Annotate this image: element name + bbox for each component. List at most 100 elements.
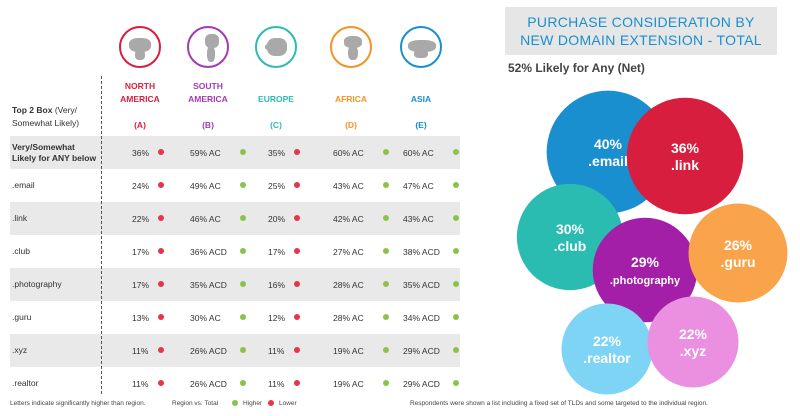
- table-row: Very/Somewhat Likely for ANY below 36% 59%…: [10, 136, 460, 169]
- table-row: .guru 13% 30% AC 12% 28% AC 34% ACD: [10, 301, 460, 334]
- table-cell-value: 36% ACD: [190, 246, 227, 257]
- region-header-letter: (B): [202, 120, 214, 130]
- higher-indicator-dot: [383, 248, 389, 254]
- row-label: .link: [12, 213, 28, 223]
- higher-indicator-dot: [240, 314, 246, 320]
- chart-title-line-2: NEW DOMAIN EXTENSION - TOTAL: [520, 32, 762, 48]
- higher-indicator-dot: [383, 182, 389, 188]
- table-row: .realtor 11% 26% ACD 11% 19% AC 29% ACD: [10, 367, 460, 400]
- table-cell-value: 36%: [132, 147, 150, 158]
- africa-map-icon: [330, 26, 372, 68]
- row-label: .club: [12, 246, 30, 256]
- table-cell-value: 60% AC: [403, 147, 434, 158]
- table-cell-value: 11%: [268, 345, 285, 356]
- table-row: .club 17% 36% ACD 17% 27% AC 38% ACD: [10, 235, 460, 268]
- chart-title: PURCHASE CONSIDERATION BY NEW DOMAIN EXT…: [505, 7, 777, 55]
- table-cell-value: 27% AC: [333, 246, 364, 257]
- bubble-circle: [647, 296, 739, 388]
- region-header-letter: (A): [134, 120, 146, 130]
- row-label: .guru: [12, 312, 32, 322]
- lower-indicator-dot: [158, 215, 164, 221]
- bubble-circle: [688, 203, 788, 303]
- europe-map-icon: [255, 26, 297, 68]
- table-row: .photography 17% 35% ACD 16% 28% AC 35% ACD: [10, 268, 460, 301]
- region-header-letter: (E): [415, 120, 427, 130]
- table-cell-value: 29% ACD: [403, 378, 440, 389]
- region-header-name: ASIA: [410, 94, 432, 104]
- higher-indicator-dot: [453, 281, 459, 287]
- bubble-value-label: 26%: [724, 237, 753, 253]
- bubble-value-label: 29%: [631, 254, 660, 270]
- bubble-value-label: 40%: [594, 136, 623, 152]
- table-cell-value: 17%: [268, 246, 286, 257]
- table-cell-value: 17%: [132, 279, 150, 290]
- region-header-name: NORTH AMERICA: [120, 81, 160, 104]
- higher-indicator-dot: [383, 215, 389, 221]
- region-header-name: AFRICA: [334, 94, 368, 104]
- table-cell-value: 42% AC: [333, 213, 364, 224]
- lower-indicator-dot: [158, 248, 164, 254]
- bubble-value-label: 36%: [671, 140, 700, 156]
- footnote-respondents: Respondents were shown a list including …: [410, 400, 708, 407]
- bubble-category-label: .xyz: [680, 343, 706, 359]
- row-label: .xyz: [12, 345, 28, 355]
- higher-indicator-dot: [240, 149, 246, 155]
- lower-indicator-dot: [294, 281, 300, 287]
- higher-indicator-dot: [383, 149, 389, 155]
- footnote-letters: Letters indicate significantly higher th…: [10, 400, 146, 407]
- bubble-circle: [592, 217, 698, 323]
- table-cell-value: 46% AC: [190, 213, 221, 224]
- higher-indicator-dot: [453, 182, 459, 188]
- table-cell-value: 11%: [268, 378, 285, 389]
- table-cell-value: 34% ACD: [403, 312, 440, 323]
- higher-indicator-dot: [453, 248, 459, 254]
- higher-indicator-dot: [453, 347, 459, 353]
- footnote-region: Region vs. Total: [172, 400, 219, 407]
- lower-indicator-dot: [158, 281, 164, 287]
- bubble-value-label: 30%: [556, 221, 585, 237]
- table-cell-value: 35% ACD: [190, 279, 227, 290]
- higher-indicator-dot: [383, 314, 389, 320]
- table-cell-value: 11%: [132, 345, 149, 356]
- table-cell-value: 26% ACD: [190, 345, 227, 356]
- bubble-link: 36%.link: [626, 97, 744, 215]
- higher-indicator-dot: [453, 215, 459, 221]
- table-cell-value: 13%: [132, 312, 150, 323]
- lower-indicator-dot: [294, 215, 300, 221]
- table-cell-value: 11%: [132, 378, 149, 389]
- table-cell-value: 25%: [268, 180, 286, 191]
- bubble-circle: [561, 303, 653, 395]
- table-cell-value: 49% AC: [190, 180, 221, 191]
- table-cell-value: 12%: [268, 312, 286, 323]
- north-america-map-icon: [119, 26, 161, 68]
- region-header-letter: (C): [270, 120, 282, 130]
- lower-indicator-dot: [294, 149, 300, 155]
- row-label: .email: [12, 180, 35, 190]
- lower-indicator-dot: [294, 380, 300, 386]
- lower-indicator-dot: [158, 380, 164, 386]
- table-cell-value: 30% AC: [190, 312, 221, 323]
- table-cell-value: 24%: [132, 180, 150, 191]
- table-cell-value: 35% ACD: [403, 279, 440, 290]
- table-cell-value: 20%: [268, 213, 286, 224]
- lower-indicator-dot: [158, 314, 164, 320]
- table-row: .link 22% 46% AC 20% 42% AC 43% AC: [10, 202, 460, 235]
- higher-indicator-dot: [240, 380, 246, 386]
- row-label: .realtor: [12, 378, 39, 388]
- region-header-name: SOUTH AMERICA: [188, 81, 228, 104]
- higher-indicator-dot: [240, 215, 246, 221]
- table-cell-value: 43% AC: [333, 180, 364, 191]
- higher-indicator-dot: [453, 149, 459, 155]
- bubble-value-label: 22%: [593, 333, 622, 349]
- bubble-circle: [626, 97, 744, 215]
- table-cell-value: 35%: [268, 147, 286, 158]
- higher-indicator-dot: [383, 380, 389, 386]
- table-cell-value: 28% AC: [333, 279, 364, 290]
- bubble-category-label: .guru: [721, 254, 756, 270]
- bubble-xyz: 22%.xyz: [647, 296, 739, 388]
- table-cell-value: 22%: [132, 213, 150, 224]
- table-divider: [101, 76, 102, 394]
- bubble-category-label: .email: [588, 153, 628, 169]
- table-cell-value: 28% AC: [333, 312, 364, 323]
- higher-indicator-dot: [453, 380, 459, 386]
